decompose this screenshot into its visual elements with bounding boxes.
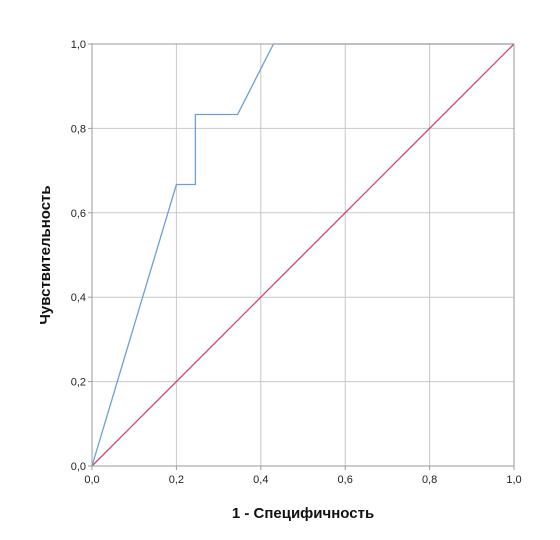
x-tick-label: 0,4 — [253, 474, 268, 486]
y-tick-label: 0,6 — [71, 208, 86, 220]
grid-lines — [92, 44, 514, 466]
y-tick-label: 1,0 — [71, 39, 86, 51]
y-tick-label: 0,8 — [71, 123, 86, 135]
x-tick-label: 0,8 — [422, 474, 437, 486]
x-tick-label: 1,0 — [506, 474, 521, 486]
y-tick-label: 0,2 — [71, 377, 86, 389]
y-tick-label: 0,4 — [71, 292, 86, 304]
plot-frame — [91, 43, 515, 467]
y-tick-label: 0,0 — [71, 461, 86, 473]
series-layer — [91, 43, 515, 467]
y-axis-title: Чувствительность — [37, 185, 54, 324]
x-tick-label: 0,0 — [84, 474, 99, 486]
x-tick-label: 0,2 — [169, 474, 184, 486]
x-axis-title: 1 - Специфичность — [232, 505, 374, 522]
x-tick-label: 0,6 — [338, 474, 353, 486]
tick-labels: 0,0 0,2 0,4 0,6 0,8 1,0 0,0 0,2 0,4 0,6 0,8 1,0 — [71, 39, 522, 486]
reference-diagonal-line — [91, 43, 515, 467]
